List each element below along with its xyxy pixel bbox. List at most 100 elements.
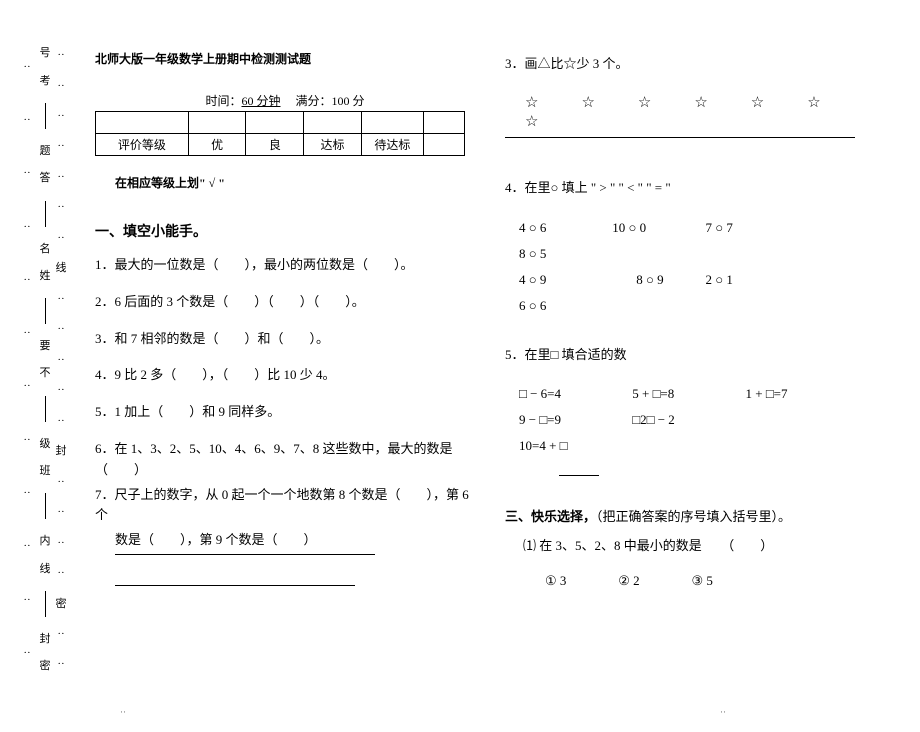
margin-char: ·· [57, 231, 64, 245]
margin-col-2: 号考题答名姓要不级班内线封密 [38, 40, 52, 680]
cmp-cell: 8 ○ 9 [612, 267, 702, 293]
eval-label: 评价等级 [96, 134, 189, 156]
q6: 6．在 1、3、2、5、10、4、6、9、7、8 这些数中，最大的数是（ ） [95, 439, 475, 481]
margin-char: ·· [57, 322, 64, 336]
section1-heading: 一、填空小能手。 [95, 221, 475, 241]
margin-char: 封 [56, 444, 67, 458]
box-cell: 9 − □=9 [519, 407, 629, 433]
margin-char: 答 [40, 171, 51, 185]
q4: 4．9 比 2 多（ ），（ ）比 10 少 4。 [95, 365, 475, 386]
margin-char: ·· [57, 292, 64, 306]
sec3-q1: ⑴ 在 3、5、2、8 中最小的数是 （ ） [523, 536, 875, 557]
margin-divider [45, 298, 46, 324]
margin-col-1: ··············线··········封········密···· [54, 40, 68, 680]
margin-divider [45, 591, 46, 617]
box-cell: □2□ − 2 [632, 407, 742, 433]
margin-char: ·· [57, 48, 64, 62]
q7: 7．尺子上的数字，从 0 起一个一个地数第 8 个数是（ ），第 6 个 [95, 485, 475, 527]
r-q4: 4．在里○ 填上 " > " " < " " = " [505, 178, 875, 199]
margin-char: 姓 [40, 269, 51, 283]
opt-2: ② 2 [618, 573, 688, 589]
margin-char: 不 [40, 366, 51, 380]
margin-char: ·· [23, 326, 30, 340]
footer-mark-right: ·· [720, 707, 726, 717]
stars-row: ☆ ☆ ☆ ☆ ☆ ☆ ☆ [525, 91, 875, 131]
box-cell: □ − 6=4 [519, 381, 629, 407]
sec3-tail: （把正确答案的序号填入括号里）。 [596, 509, 791, 524]
binding-margin: ··············线··········封········密···· … [20, 40, 75, 680]
compare-grid: 4 ○ 6 10 ○ 0 7 ○ 7 8 ○ 5 4 ○ 9 8 ○ 9 2 ○… [519, 215, 875, 319]
margin-char: ·· [57, 505, 64, 519]
margin-char: ·· [57, 79, 64, 93]
cmp-cell: 4 ○ 9 [519, 267, 609, 293]
opt-3: ③ 5 [692, 573, 762, 589]
margin-char: ·· [23, 433, 30, 447]
margin-char: 考 [40, 74, 51, 88]
margin-divider [45, 201, 46, 227]
box-cell: 1 + □=7 [746, 381, 856, 407]
margin-char: ·· [57, 536, 64, 550]
exam-title: 北师大版一年级数学上册期中检测测试题 [95, 50, 475, 67]
margin-char: ·· [57, 657, 64, 671]
margin-char: 题 [40, 144, 51, 158]
box-grid: □ − 6=4 5 + □=8 1 + □=7 9 − □=9 □2□ − 2 … [519, 381, 875, 485]
margin-char: 密 [40, 659, 51, 673]
r-q5: 5．在里□ 填合适的数 [505, 345, 875, 366]
section3: 三、快乐选择，（把正确答案的序号填入括号里）。 [505, 507, 875, 528]
opt-1: ① 3 [545, 573, 615, 589]
answer-line [505, 137, 855, 138]
margin-char: 线 [40, 562, 51, 576]
q2: 2．6 后面的 3 个数是（ ）（ ）（ ）。 [95, 292, 475, 313]
small-line [559, 475, 599, 476]
margin-char: ·· [23, 593, 30, 607]
margin-char: ·· [57, 200, 64, 214]
page-body: 北师大版一年级数学上册期中检测测试题 时间：60 分钟 满分：100 分 评价等… [95, 50, 895, 690]
margin-char: 线 [56, 261, 67, 275]
margin-char: ·· [23, 60, 30, 74]
margin-char: 要 [40, 339, 51, 353]
evaluation-table: 评价等级 优 良 达标 待达标 [95, 111, 465, 156]
cmp-cell: 7 ○ 7 [706, 215, 796, 241]
margin-char: ·· [57, 353, 64, 367]
margin-char: 名 [40, 242, 51, 256]
cmp-row: 4 ○ 6 10 ○ 0 7 ○ 7 8 ○ 5 [519, 215, 875, 267]
box-row: 10=4 + □ [519, 433, 875, 459]
margin-col-3: ························ [20, 40, 34, 680]
margin-char: ·· [23, 273, 30, 287]
footer-mark-left: ·· [120, 707, 126, 717]
q3: 3．和 7 相邻的数是（ ）和（ ）。 [95, 329, 475, 350]
margin-char: ·· [57, 170, 64, 184]
q5: 5．1 加上（ ）和 9 同样多。 [95, 402, 475, 423]
box-row: 9 − □=9 □2□ − 2 [519, 407, 875, 433]
margin-char: ·· [23, 166, 30, 180]
margin-char: ·· [23, 539, 30, 553]
margin-char: ·· [23, 486, 30, 500]
cmp-cell: 6 ○ 6 [519, 293, 609, 319]
margin-char: 班 [40, 464, 51, 478]
margin-char: 密 [56, 597, 67, 611]
eval-a: 优 [188, 134, 246, 156]
margin-divider [45, 103, 46, 129]
margin-char: ·· [57, 109, 64, 123]
eval-d: 待达标 [361, 134, 423, 156]
cmp-row: 4 ○ 9 8 ○ 9 2 ○ 1 6 ○ 6 [519, 267, 875, 319]
q1: 1．最大的一位数是（ ），最小的两位数是（ ）。 [95, 255, 475, 276]
time-score-line: 时间：60 分钟 满分：100 分 [95, 92, 475, 109]
left-column: 北师大版一年级数学上册期中检测测试题 时间：60 分钟 满分：100 分 评价等… [95, 50, 495, 690]
score-label: 满分： [296, 94, 332, 108]
table-row [96, 112, 465, 134]
margin-divider [45, 396, 46, 422]
eval-c: 达标 [304, 134, 362, 156]
margin-char: 封 [40, 632, 51, 646]
blank-line [115, 585, 355, 586]
box-cell: 10=4 + □ [519, 433, 629, 459]
margin-char: ·· [57, 475, 64, 489]
margin-char: ·· [23, 220, 30, 234]
r-q3: 3．画△比☆少 3 个。 [505, 54, 875, 75]
cmp-cell: 10 ○ 0 [612, 215, 702, 241]
time-label: 时间： [205, 94, 241, 108]
margin-divider [45, 493, 46, 519]
margin-char: ·· [57, 627, 64, 641]
margin-char: ·· [57, 383, 64, 397]
time-value: 60 分钟 [241, 94, 280, 108]
